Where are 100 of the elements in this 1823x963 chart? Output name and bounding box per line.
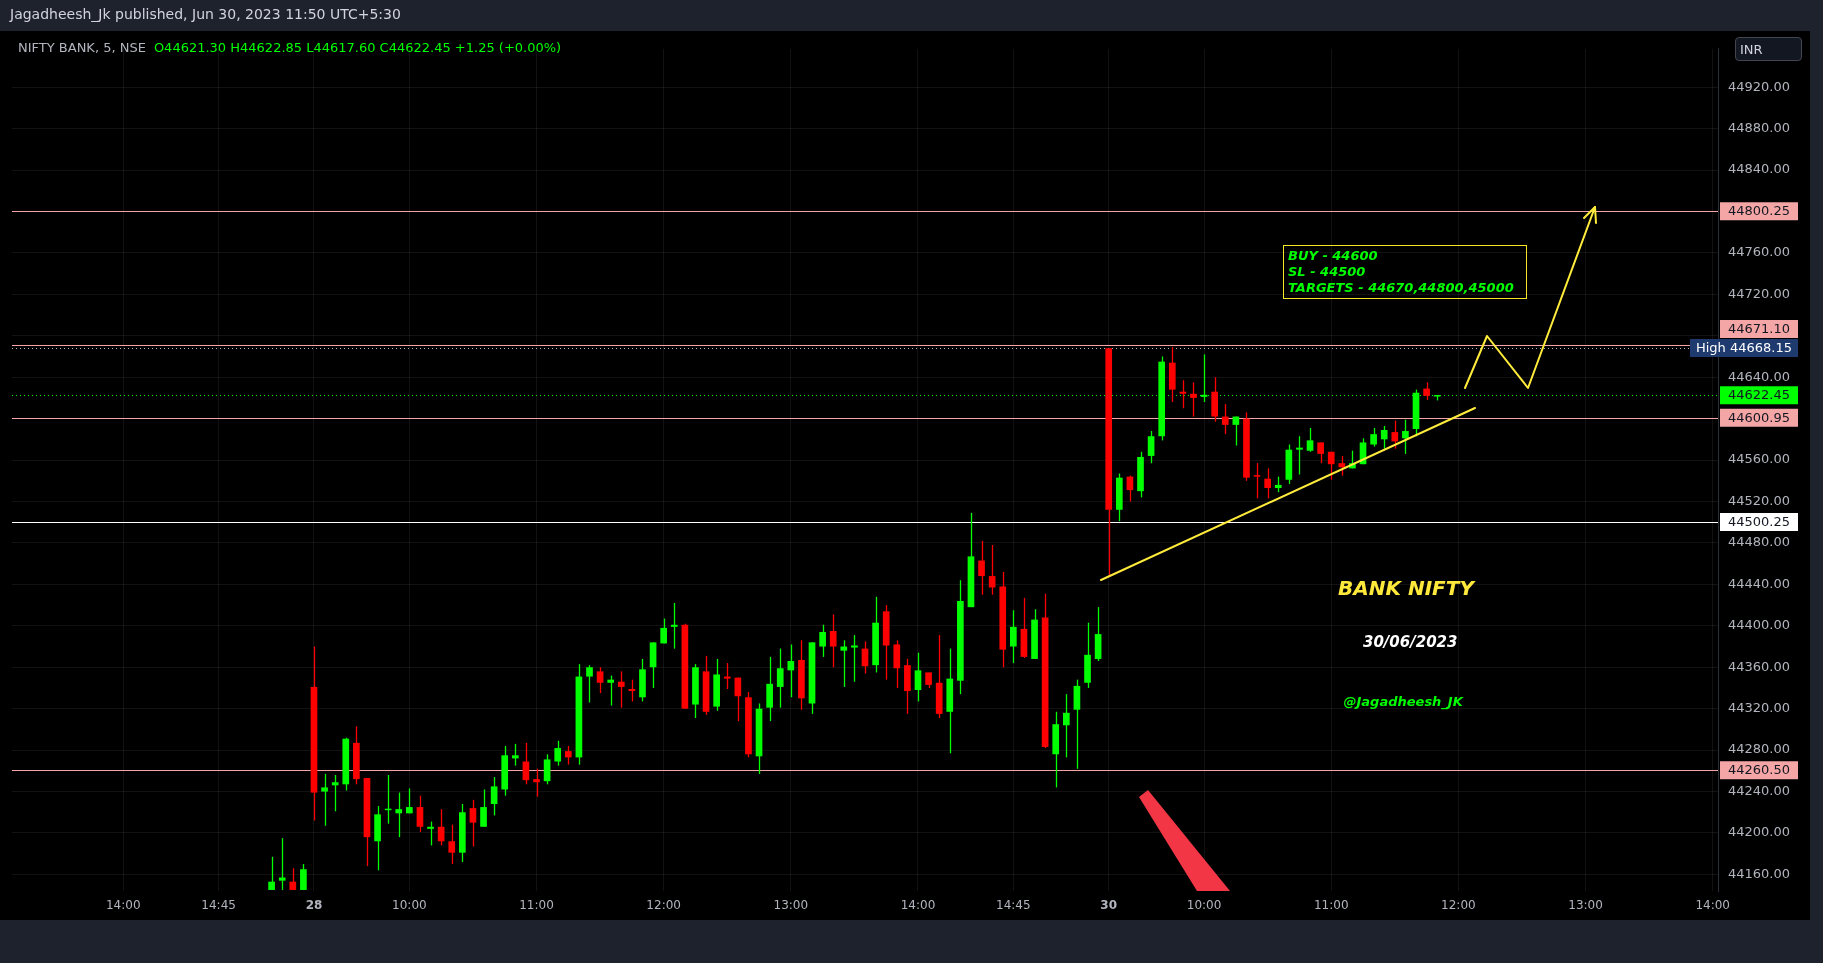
y-axis-title: INR: [1735, 37, 1802, 61]
candlestick: [511, 743, 519, 767]
y-tick-label: 44520.00: [1728, 492, 1791, 508]
x-tick-label: 13:00: [773, 898, 809, 913]
candlestick: [586, 664, 593, 704]
x-tick-label: 28: [305, 898, 323, 913]
candlestick: [978, 540, 985, 596]
candlestick: [543, 753, 551, 785]
x-tick-label: 11:00: [1313, 898, 1349, 913]
candlestick: [1296, 435, 1303, 476]
x-tick-label: 14:00: [1695, 898, 1730, 913]
candlestick: [1391, 420, 1399, 450]
candlestick: [321, 773, 328, 827]
candlestick: [395, 791, 403, 838]
x-tick-label: 14:45: [996, 898, 1031, 913]
candlestick: [268, 856, 275, 891]
y-tick-label: 44720.00: [1728, 285, 1791, 301]
x-tick-label: 12:00: [646, 898, 681, 913]
y-tick-label: 44160.00: [1728, 865, 1791, 881]
x-tick-label: 12:00: [1441, 898, 1476, 913]
candlestick: [533, 768, 540, 798]
chart-title: NIFTY BANK, 5, NSE: [18, 40, 146, 55]
candlestick: [607, 674, 615, 707]
y-tick-label: 44880.00: [1728, 119, 1791, 135]
chart-subtitle: O44621.30 H44622.85 L44617.60 C44622.45 +1.25 (+0.00%): [153, 40, 562, 55]
candlestick: [1062, 693, 1070, 759]
candlestick: [819, 624, 826, 658]
candlestick: [1306, 427, 1314, 453]
x-tick-label: 10:00: [1186, 898, 1222, 913]
candlestick: [1253, 462, 1261, 500]
y-tick-label: 44640.00: [1728, 368, 1791, 384]
ref-line-label: 44500.25: [1727, 513, 1791, 529]
x-tick-label: 30: [1100, 898, 1118, 913]
text: Jagadheesh_Jk published, Jun 30, 2023 11:50 UTC+5:30: [10, 6, 401, 22]
candlestick: [331, 774, 339, 812]
x-tick-label: 13:00: [1568, 898, 1603, 913]
ref-line-label: 44800.25: [1727, 203, 1791, 219]
candlestick: [787, 643, 795, 698]
y-tick-label: 44200.00: [1728, 824, 1791, 840]
candlestick: [840, 639, 848, 688]
candlestick: [776, 647, 784, 709]
y-tick-label: 44480.00: [1728, 534, 1791, 550]
y-tick-label: 44560.00: [1728, 451, 1791, 467]
candlestick: [1190, 381, 1197, 418]
annotation: 30/06/2023: [1363, 633, 1458, 651]
candlestick: [670, 602, 678, 650]
x-tick-label: 14:00: [900, 898, 936, 913]
y-tick-label: 44320.00: [1728, 700, 1791, 716]
y-tick-label: 44240.00: [1728, 782, 1791, 798]
y-tick-label: 44920.00: [1728, 78, 1791, 94]
candlestick: [914, 652, 922, 703]
candlestick: [1338, 455, 1346, 477]
candlestick: [1147, 430, 1155, 464]
annotation: @Jagadheesh_JK: [1343, 693, 1463, 709]
candlestick: [1327, 451, 1335, 481]
annotation: BANK NIFTY: [1338, 576, 1474, 600]
candlestick: [406, 787, 413, 814]
candlestick: [1221, 403, 1229, 435]
candlestick: [1317, 441, 1324, 464]
candlestick: [1264, 467, 1271, 500]
candlestick: [564, 745, 572, 766]
y-tick-label: 44280.00: [1728, 741, 1791, 757]
candlestick: [829, 613, 837, 668]
y-tick-label: 44400.00: [1728, 617, 1791, 633]
candlestick: [766, 656, 773, 722]
ref-line-label: High 44668.15: [1695, 339, 1792, 355]
candlestick: [448, 824, 456, 865]
candlestick: [416, 795, 424, 833]
candlestick: [1402, 419, 1409, 455]
candlestick: [469, 799, 477, 848]
candlestick: [893, 639, 901, 689]
candlestick: [617, 670, 625, 709]
x-tick-label: 11:00: [519, 898, 554, 913]
candlestick: [1380, 425, 1388, 450]
candlestick: [1073, 679, 1081, 770]
candlestick: [278, 837, 286, 891]
candlestick: [596, 666, 604, 694]
candlestick: [660, 617, 668, 645]
x-tick-label: 10:00: [392, 898, 427, 913]
candlestick: [1370, 427, 1377, 448]
ref-line-label: 44671.10: [1727, 320, 1791, 336]
candlestick: [554, 740, 562, 767]
candlestick: [851, 634, 858, 683]
candlestick: [490, 776, 498, 817]
candlestick: [723, 662, 731, 690]
ref-line-label: 44622.45: [1727, 387, 1791, 403]
candlestick: [289, 867, 297, 891]
candlestick: [480, 788, 487, 828]
ref-line-label: 44600.95: [1727, 409, 1791, 425]
candlestick: [1010, 609, 1017, 664]
ref-line-label: 44260.50: [1727, 762, 1791, 778]
y-tick-label: 44840.00: [1728, 161, 1791, 177]
x-tick-label: 14:45: [201, 898, 236, 913]
candlestick: [427, 820, 434, 847]
y-tick-label: 44760.00: [1728, 244, 1791, 260]
y-tick-label: 44440.00: [1728, 575, 1791, 591]
candlestick: [300, 863, 307, 891]
y-tick-label: 44360.00: [1728, 658, 1791, 674]
annotation: BUY - 44600 SL - 44500 TARGETS - 44670,44800,45000: [1283, 245, 1527, 299]
x-tick-label: 14:00: [105, 898, 141, 913]
